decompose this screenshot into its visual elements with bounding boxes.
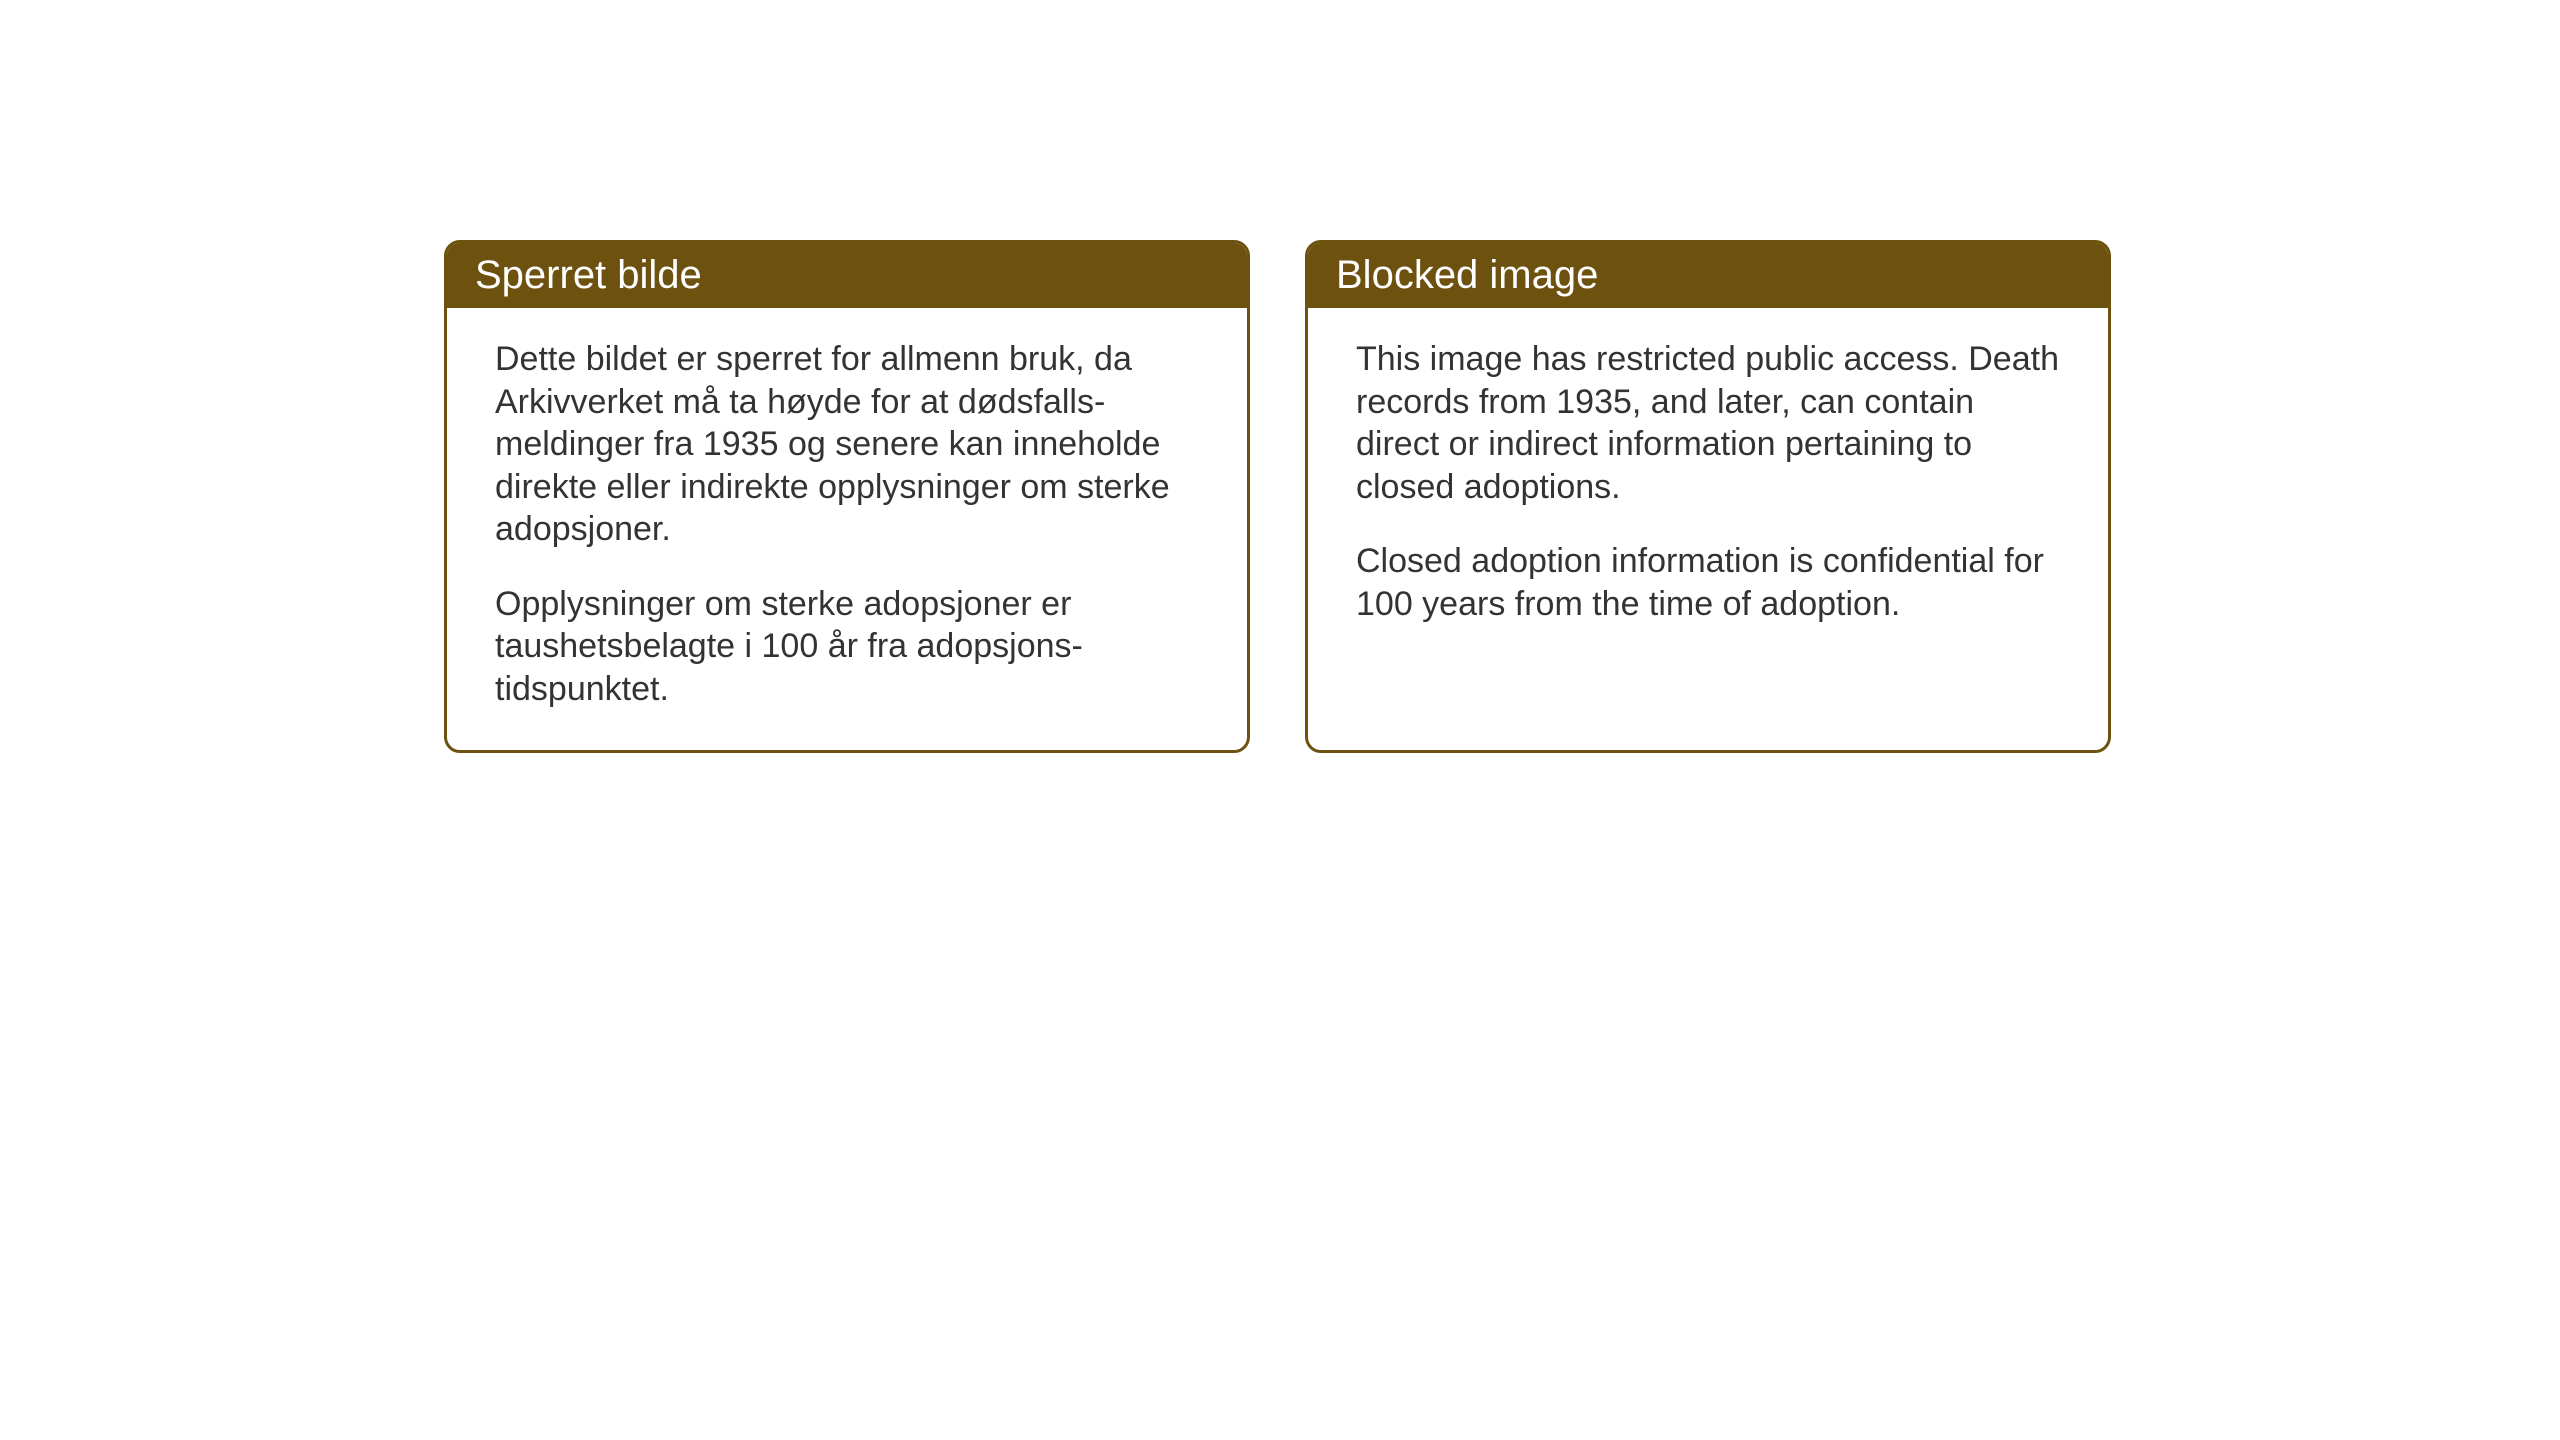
norwegian-paragraph-2: Opplysninger om sterke adopsjoner er tau… xyxy=(495,583,1199,711)
english-paragraph-2: Closed adoption information is confident… xyxy=(1356,540,2060,625)
english-card-body: This image has restricted public access.… xyxy=(1308,308,2108,665)
english-card: Blocked image This image has restricted … xyxy=(1305,240,2111,753)
norwegian-card-header: Sperret bilde xyxy=(447,243,1247,308)
norwegian-paragraph-1: Dette bildet er sperret for allmenn bruk… xyxy=(495,338,1199,551)
norwegian-card-body: Dette bildet er sperret for allmenn bruk… xyxy=(447,308,1247,750)
norwegian-card-title: Sperret bilde xyxy=(475,253,702,297)
cards-container: Sperret bilde Dette bildet er sperret fo… xyxy=(444,240,2111,753)
english-paragraph-1: This image has restricted public access.… xyxy=(1356,338,2060,508)
english-card-title: Blocked image xyxy=(1336,253,1598,297)
norwegian-card: Sperret bilde Dette bildet er sperret fo… xyxy=(444,240,1250,753)
english-card-header: Blocked image xyxy=(1308,243,2108,308)
